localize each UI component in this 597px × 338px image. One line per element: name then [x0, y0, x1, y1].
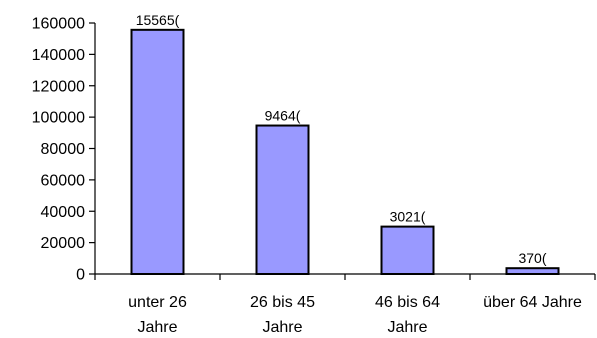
category-labels: unter 26 Jahre 26 bis 45 Jahre 46 bis 64 Jahr…: [128, 294, 582, 336]
data-label: 9464(: [265, 108, 301, 124]
category-label: unter 26: [128, 294, 187, 311]
data-label: 370(: [518, 250, 546, 266]
category-label: über 64 Jahre: [483, 294, 582, 311]
bars: [130, 28, 560, 276]
bar: [130, 28, 185, 275]
category-label: Jahre: [262, 319, 302, 336]
data-label: 3021(: [390, 209, 426, 225]
data-label: 15565(: [136, 12, 180, 28]
y-tick-label: 160000: [32, 16, 85, 33]
category-label: Jahre: [137, 319, 177, 336]
y-tick-label: 20000: [41, 235, 86, 252]
data-labels: 15565( 9464( 3021( 370(: [136, 12, 547, 266]
bar: [380, 225, 435, 275]
y-tick-label: 140000: [32, 47, 85, 64]
category-label: 26 bis 45: [250, 294, 315, 311]
bar: [255, 124, 310, 276]
y-tick-label: 120000: [32, 78, 85, 95]
y-tick-label: 60000: [41, 172, 86, 189]
y-tick-label: 0: [76, 267, 85, 284]
category-label: 46 bis 64: [375, 294, 440, 311]
category-label: Jahre: [387, 319, 427, 336]
y-tick-label: 80000: [41, 141, 86, 158]
y-axis: 0 20000 40000 60000 80000 100000 120000 140000 1…: [32, 16, 96, 284]
y-tick-label: 100000: [32, 110, 85, 127]
bar: [505, 267, 560, 275]
y-tick-label: 40000: [41, 204, 86, 221]
